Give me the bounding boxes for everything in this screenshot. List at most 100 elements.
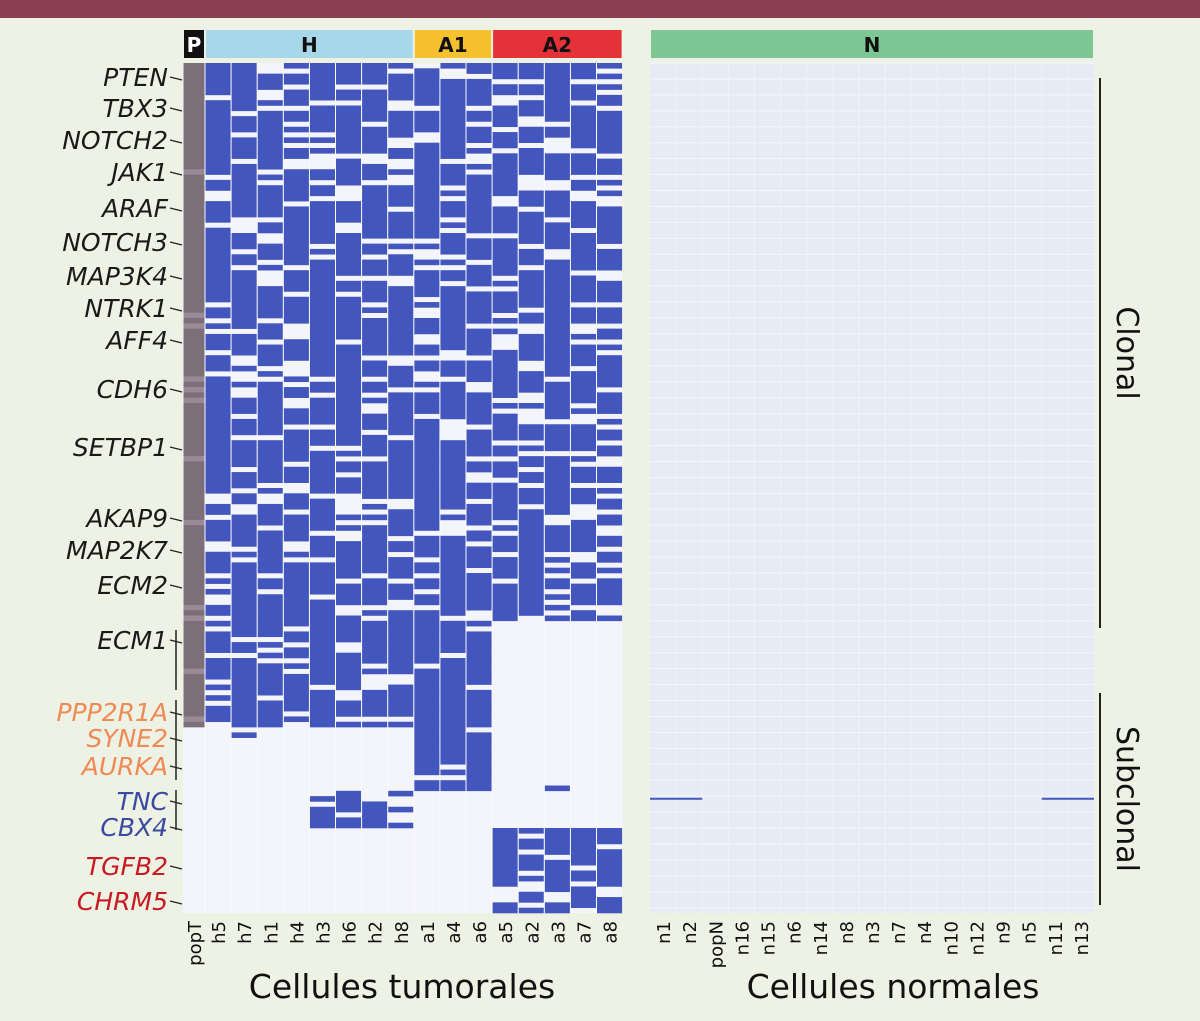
heatmap-cell [414, 594, 440, 600]
heatmap-cell [231, 461, 257, 468]
heatmap-cell [492, 403, 518, 409]
heatmap-cell [544, 349, 570, 356]
heatmap-cell [309, 488, 335, 494]
heatmap-cell [336, 573, 362, 579]
heatmap-cell [336, 392, 362, 398]
heatmap-cell [440, 472, 466, 478]
heatmap-cell [544, 535, 570, 542]
heatmap-cell [231, 179, 257, 186]
heatmap-cell [597, 248, 623, 255]
heatmap-cell [597, 142, 623, 149]
heatmap-cell [492, 84, 518, 90]
heatmap-cell [597, 254, 623, 260]
heatmap-cell [309, 318, 335, 324]
heatmap-cell [388, 610, 414, 616]
heatmap-cell [283, 599, 309, 606]
heatmap-cell [257, 620, 283, 627]
heatmap-cell [518, 110, 544, 117]
heatmap-cell [231, 201, 257, 207]
heatmap-cell [570, 843, 596, 850]
heatmap-cell [257, 679, 283, 685]
heatmap-cell [205, 668, 231, 675]
heatmap-cell [362, 222, 388, 228]
heatmap-cell [518, 137, 544, 143]
heatmap-cell [283, 179, 309, 186]
heatmap-cell [414, 169, 440, 175]
heatmap-cell [570, 530, 596, 537]
heatmap-cell [466, 774, 492, 781]
heatmap-cell [388, 222, 414, 228]
heatmap-cell [518, 588, 544, 595]
heatmap-cell [231, 243, 257, 250]
heatmap-cell [309, 525, 335, 531]
heatmap-cell [362, 445, 388, 452]
heatmap-cell [257, 100, 283, 106]
heatmap-cell [205, 551, 231, 558]
heatmap-cell [183, 456, 205, 462]
heatmap-cell [283, 174, 309, 181]
heatmap-cell [283, 153, 309, 159]
heatmap-cell [362, 217, 388, 223]
heatmap-cell [231, 137, 257, 143]
heatmap-cell [414, 769, 440, 776]
heatmap-cell [597, 238, 623, 244]
heatmap-cell [440, 503, 466, 510]
heatmap-cell [205, 360, 231, 367]
heatmap-cell [440, 785, 466, 792]
heatmap-cell [231, 206, 257, 213]
heatmap-cell [388, 822, 414, 829]
clonal-label: Clonal [1109, 306, 1144, 399]
heatmap-cell [414, 206, 440, 213]
heatmap-cell [597, 403, 623, 409]
heatmap-cell [492, 424, 518, 430]
heatmap-cell [440, 732, 466, 738]
heatmap-cell [283, 588, 309, 595]
heatmap-cell [336, 440, 362, 446]
heatmap-cell [597, 583, 623, 590]
top-banner-bar [0, 0, 1200, 18]
heatmap-cell [570, 158, 596, 165]
heatmap-cell [492, 68, 518, 74]
heatmap-cell [362, 259, 388, 266]
heatmap-cell [183, 466, 205, 473]
heatmap-cell [414, 620, 440, 627]
heatmap-cell [388, 89, 414, 96]
heatmap-cell [205, 488, 231, 494]
heatmap-cell [283, 620, 309, 627]
heatmap-cell [518, 158, 544, 165]
heatmap-cell [544, 546, 570, 553]
heatmap-cell [466, 126, 492, 133]
heatmap-cell [466, 658, 492, 664]
heatmap-cell [570, 179, 596, 186]
heatmap-cell [388, 620, 414, 627]
heatmap-cell [336, 206, 362, 213]
heatmap-cell [183, 376, 205, 383]
heatmap-cell [257, 711, 283, 717]
heatmap-cell [544, 94, 570, 101]
heatmap-cell [309, 291, 335, 298]
heatmap-cell [205, 307, 231, 313]
heatmap-cell [388, 424, 414, 430]
heatmap-cell [518, 349, 544, 356]
heatmap-cell [466, 63, 492, 69]
heatmap-cell [362, 280, 388, 287]
heatmap-cell [440, 599, 466, 606]
heatmap-cell [205, 339, 231, 345]
heatmap-cell [544, 233, 570, 239]
heatmap-cell [570, 875, 596, 882]
heatmap-cell [336, 541, 362, 547]
heatmap-cell [205, 631, 231, 638]
heatmap-cell [362, 525, 388, 531]
heatmap-cell [570, 312, 596, 319]
heatmap-cell [257, 291, 283, 298]
heatmap-cell [544, 323, 570, 329]
heatmap-cell [336, 63, 362, 69]
heatmap-cell [205, 445, 231, 452]
heatmap-cell [336, 790, 362, 797]
heatmap-cell [362, 801, 388, 808]
heatmap-cell [205, 466, 231, 473]
heatmap-cell [183, 105, 205, 112]
heatmap-cell [257, 328, 283, 335]
gene-pointer [169, 241, 183, 246]
heatmap-cell [309, 647, 335, 653]
